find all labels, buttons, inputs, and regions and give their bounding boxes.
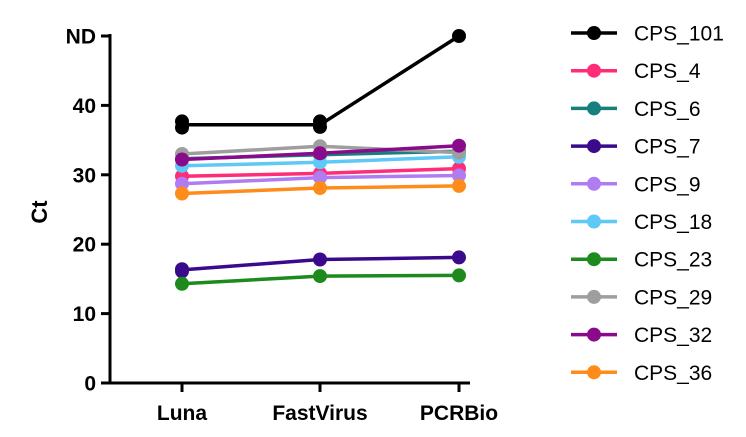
legend-item: CPS_18 [571,211,712,234]
data-point [175,176,189,191]
legend-item: CPS_9 [571,173,701,196]
series-cps-23 [175,268,466,291]
legend-item: CPS_4 [571,60,701,83]
legend-marker [587,365,601,380]
y-tick-label: 0 [84,373,96,396]
legend-label: CPS_9 [634,173,701,196]
legend-marker [587,289,601,304]
data-point [175,186,189,201]
series-cps-9 [175,168,466,191]
y-axis: 0 10 20 30 40 ND [66,26,112,396]
data-point [175,276,189,291]
legend-marker [587,252,601,267]
legend-marker [587,101,601,116]
x-tick-label: PCRBio [420,402,498,425]
x-axis: Luna FastVirus PCRBio [108,381,498,425]
legend-marker [587,327,601,342]
data-point [313,119,327,134]
data-point [452,138,466,153]
legend-item: CPS_6 [571,98,701,121]
x-tick-label: FastVirus [272,402,367,425]
y-axis-title: Ct [27,200,52,224]
legend-label: CPS_23 [634,249,712,272]
series-cps-32 [175,138,466,167]
y-tick-label: 10 [73,303,96,326]
data-point [452,168,466,183]
legend-label: CPS_29 [634,286,712,309]
data-point [452,178,466,193]
data-point [313,181,327,195]
y-tick-label: 30 [73,164,96,187]
legend-item: CPS_23 [571,249,712,272]
legend-marker [587,139,601,154]
legend-item: CPS_32 [571,324,712,347]
legend-marker [587,63,601,78]
data-point [313,252,327,267]
data-point [313,146,327,161]
series-cps-7 [175,250,466,279]
data-point [452,268,466,283]
y-tick-label: ND [66,26,96,49]
legend-marker [587,176,601,191]
legend-label: CPS_6 [634,98,701,121]
series-line [182,34,460,127]
legend-label: CPS_7 [634,136,701,159]
data-point [452,250,466,265]
legend-label: CPS_18 [634,211,712,234]
plot-area [175,29,466,291]
legend-label: CPS_36 [634,362,712,385]
data-point [175,120,189,135]
legend-marker [587,26,601,40]
data-point [175,152,189,167]
legend-label: CPS_101 [634,23,724,46]
legend-item: CPS_101 [571,23,724,46]
series-cps-101 [175,29,466,135]
y-tick-label: 40 [73,95,96,118]
data-point [313,170,327,185]
data-point [313,269,327,284]
x-tick-label: Luna [157,402,207,425]
data-point [452,29,466,43]
legend-item: CPS_7 [571,136,701,159]
series-cps-36 [175,178,466,201]
legend: CPS_101 CPS_4 CPS_6 CPS_7 CPS_9 CPS_18 CPS_23 C… [571,23,724,385]
legend-label: CPS_32 [634,324,712,347]
legend-marker [587,214,601,229]
legend-item: CPS_29 [571,286,712,309]
legend-label: CPS_4 [634,60,701,83]
data-point [175,264,189,279]
legend-item: CPS_36 [571,362,712,385]
y-tick-label: 20 [73,234,96,257]
